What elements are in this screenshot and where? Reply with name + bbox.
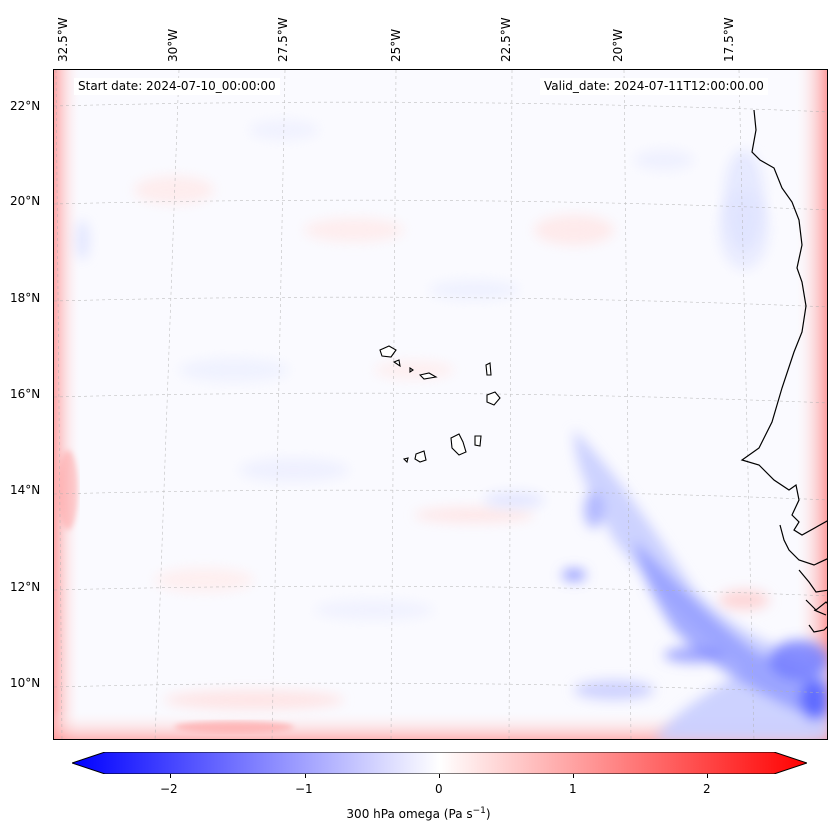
cbar-tickmark-1 [573, 774, 574, 778]
cape-verde-islands [379, 345, 501, 464]
lon-label-20w: 20°W [611, 28, 625, 62]
omega-field-svg [54, 70, 827, 739]
cbar-tickmark-m2 [170, 774, 171, 778]
lat-label-18n: 18°N [10, 291, 41, 305]
cbar-tick-m1: −1 [295, 782, 313, 796]
gridlines [54, 70, 827, 739]
lon-label-25w: 25°W [389, 28, 403, 62]
cbar-tick-m2: −2 [160, 782, 178, 796]
blue-band [484, 150, 827, 739]
colorbar [72, 752, 807, 774]
map-panel[interactable] [53, 69, 828, 740]
cbar-tick-0: 0 [435, 782, 443, 796]
lat-label-14n: 14°N [10, 483, 41, 497]
lat-label-16n: 16°N [10, 387, 41, 401]
cbar-tickmark-m1 [305, 774, 306, 778]
lon-label-30w: 30°W [166, 28, 180, 62]
colorbar-label: 300 hPa omega (Pa s−1) [346, 806, 491, 821]
colorbar-body [72, 752, 807, 774]
lon-label-27-5w: 27.5°W [276, 17, 290, 62]
lat-label-10n: 10°N [10, 676, 41, 690]
cbar-tick-2: 2 [703, 782, 711, 796]
lat-label-12n: 12°N [10, 580, 41, 594]
field-texture [74, 120, 769, 710]
valid-date-label: Valid_date: 2024-07-11T12:00:00.00 [540, 78, 768, 95]
cbar-tick-1: 1 [569, 782, 577, 796]
lon-label-32-5w: 32.5°W [56, 17, 70, 62]
start-date-label: Start date: 2024-07-10_00:00:00 [74, 78, 280, 95]
lon-label-22-5w: 22.5°W [499, 17, 513, 62]
coastline [740, 109, 827, 633]
boundary-right [794, 70, 827, 739]
cbar-tickmark-0 [439, 774, 440, 778]
lat-label-22n: 22°N [10, 99, 41, 113]
cbar-tickmark-2 [707, 774, 708, 778]
boundary-left [54, 70, 82, 739]
lat-label-20n: 20°N [10, 194, 41, 208]
lon-label-17-5w: 17.5°W [722, 17, 736, 62]
